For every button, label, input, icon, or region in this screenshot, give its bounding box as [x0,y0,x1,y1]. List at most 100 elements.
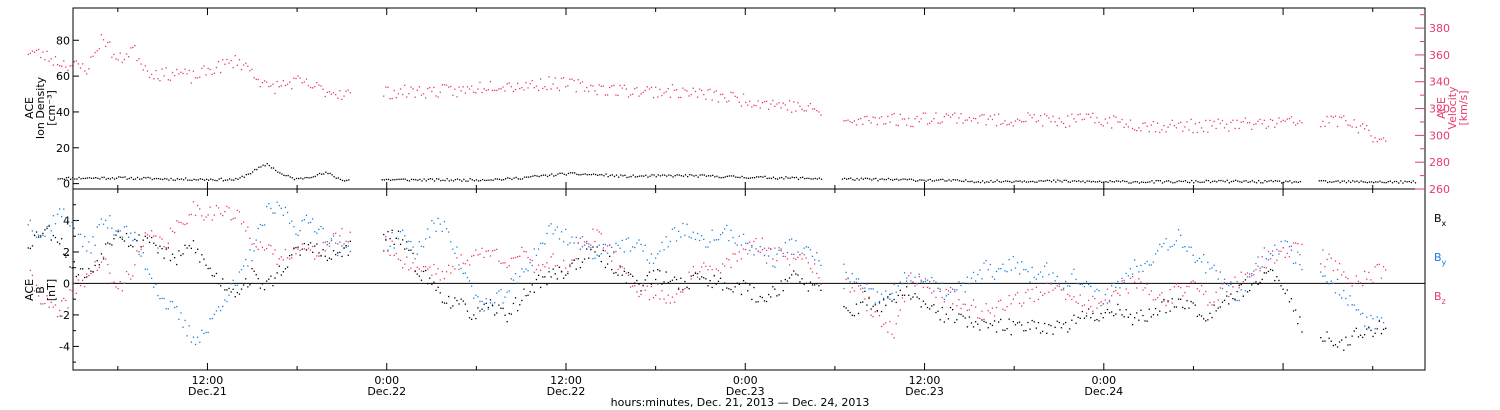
by-point [866,283,868,285]
density-point [168,179,170,181]
by-point [629,250,632,252]
by-point [1018,273,1021,275]
density-point [1209,181,1212,184]
bx-point [324,255,326,257]
by-point [199,341,201,343]
by-point [709,241,711,243]
bz-point [1240,271,1242,273]
bx-point [263,289,266,291]
bz-point [59,309,61,312]
bz-point [224,211,226,213]
bz-point [985,303,987,305]
density-point [260,166,262,168]
velocity-point [121,61,123,64]
bx-point [761,296,763,299]
density-point [990,179,992,182]
bz-point [1265,267,1267,269]
bz-point [707,269,709,271]
by-point [851,273,853,275]
bx-point [1217,307,1219,309]
velocity-point [1364,128,1366,130]
velocity-point [581,81,584,83]
bx-point [707,285,709,287]
velocity-point [387,86,389,88]
by-point [151,277,153,280]
bz-point [972,299,975,301]
by-point [883,297,885,299]
by-point [1006,271,1008,273]
bx-point [1115,313,1117,315]
by-point [778,249,780,251]
bz-point [525,251,527,253]
velocity-point [1272,119,1274,122]
by-point [404,235,406,237]
bz-point [56,316,59,318]
bx-point [443,302,446,304]
by-point [920,281,922,283]
bx-point [257,278,259,280]
velocity-point [1067,115,1069,117]
density-point [1276,180,1279,182]
velocity-point [594,90,596,92]
density-point [906,179,908,181]
density-point [293,178,296,181]
density-point [693,175,695,177]
by-point [1037,273,1040,275]
by-point [307,222,310,224]
density-point [1218,179,1220,182]
by-point [514,273,517,275]
by-point [1372,318,1374,320]
by-point [496,292,498,294]
bz-point [299,249,301,252]
velocity-point [924,112,927,114]
bz-point [117,287,119,290]
bz-point [422,266,425,268]
bz-point [383,250,385,252]
density-point [689,174,691,176]
by-point [318,228,320,231]
bz-point [1249,273,1251,275]
bz-point [550,256,552,258]
bx-point [427,283,429,285]
bx-point [600,261,602,263]
by-point [696,232,699,235]
by-point [906,280,908,282]
density-point [592,173,595,175]
density-point [1262,182,1264,184]
by-point [1144,262,1146,265]
by-point [1090,285,1092,287]
bz-point [648,299,651,301]
by-point [575,236,577,238]
by-point [220,309,222,312]
bz-point [1121,280,1123,282]
bx-point [730,288,732,291]
bz-point [1343,271,1345,273]
bx-point [535,278,538,281]
by-point [939,288,941,290]
density-point [1274,180,1276,182]
by-point [142,252,144,254]
velocity-point [1016,118,1019,120]
velocity-point [1081,119,1083,121]
bz-point [1167,301,1169,303]
velocity-point [324,95,326,98]
by-point [1002,263,1004,265]
density-point [523,176,526,178]
bx-point [1027,321,1029,324]
by-point [749,249,751,252]
by-point [1104,293,1106,296]
velocity-point [684,89,686,91]
by-point [768,255,770,257]
bx-point [1142,314,1144,317]
bz-point [958,299,960,301]
bx-point [1113,315,1115,317]
density-point [1255,182,1258,184]
bx-point [1182,306,1184,309]
by-point [581,236,584,238]
velocity-point [73,61,75,63]
density-point [551,173,553,175]
by-point [82,245,84,248]
bz-point [314,258,316,260]
velocity-point [947,114,950,116]
imf-ytick-label: 4 [63,214,70,227]
